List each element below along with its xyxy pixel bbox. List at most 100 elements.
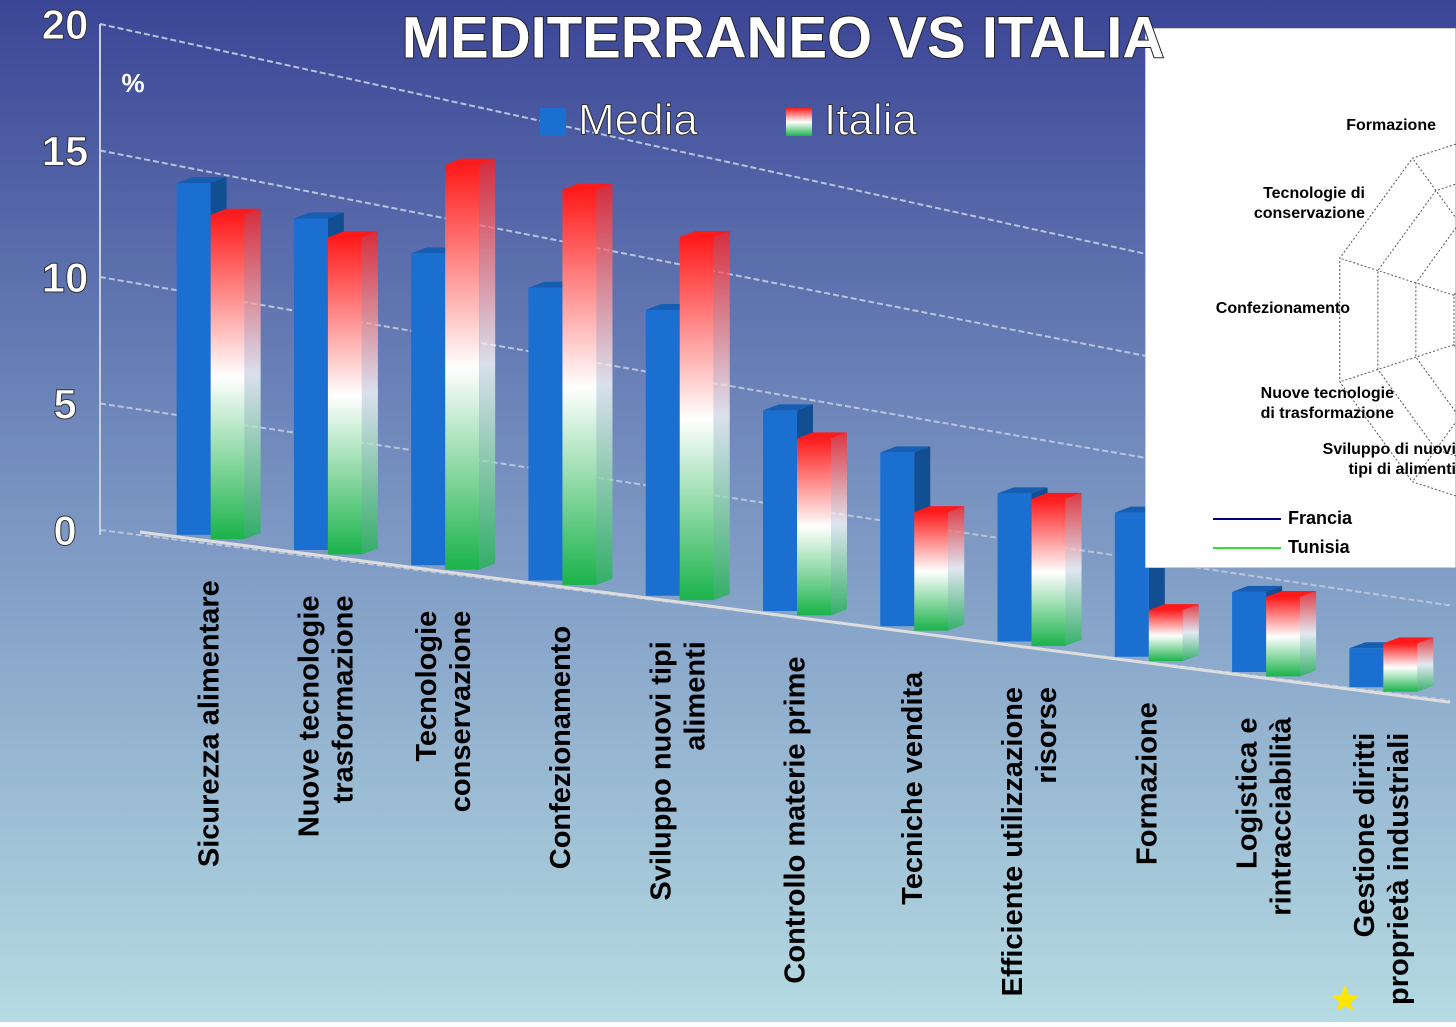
- bar-front: [210, 214, 245, 540]
- bar-front: [1349, 648, 1384, 688]
- bar: [210, 208, 261, 540]
- bar-top: [1266, 590, 1317, 597]
- bar-side: [831, 432, 847, 616]
- legend-label: Italia: [824, 96, 917, 145]
- bar-top: [1148, 604, 1199, 611]
- grid-line: [99, 23, 1451, 322]
- x-tick-label: Efficiente utilizzazione: [997, 687, 1029, 996]
- bar: [797, 432, 847, 616]
- bar-top: [445, 158, 496, 165]
- bar: [679, 231, 730, 601]
- x-tick-label: Tecniche vendita: [897, 671, 929, 905]
- x-tick-label: Nuove tecnologie: [294, 595, 326, 837]
- bar-top: [997, 487, 1048, 494]
- radar-axis-label: di trasformazione: [1261, 405, 1394, 422]
- x-tick-label: Sicurezza alimentare: [193, 580, 225, 867]
- bar: [1266, 590, 1317, 677]
- bar-side: [713, 231, 730, 601]
- x-tick-label: Sviluppo nuovi tipi: [645, 641, 677, 900]
- bar-top: [210, 208, 261, 215]
- radar-spoke: [1339, 257, 1456, 297]
- legend-label: Francia: [1288, 508, 1353, 528]
- x-tick-label: Controllo materie prime: [780, 656, 812, 983]
- bar: [445, 158, 496, 570]
- bar-top: [1031, 492, 1082, 499]
- bar-front: [645, 310, 680, 596]
- legend-label: Media: [578, 96, 698, 145]
- bar-side: [948, 506, 965, 631]
- radar-axis-label: Formazione: [1346, 117, 1436, 134]
- inset-frame: [1145, 28, 1456, 568]
- bar-side: [361, 231, 378, 555]
- bar-side: [1065, 492, 1082, 646]
- y-tick-label: 20: [42, 1, 89, 48]
- y-tick-label: 0: [53, 507, 76, 554]
- x-axis: [139, 530, 1451, 704]
- bar-front: [1383, 643, 1418, 692]
- bar-front: [528, 287, 563, 581]
- legend-label: Tunisia: [1288, 537, 1351, 557]
- x-tick-label: trasformazione: [328, 595, 360, 803]
- bar-front: [1266, 596, 1301, 677]
- bar-front: [562, 189, 597, 585]
- bar-top: [914, 506, 965, 513]
- x-tick-label: proprietà industriali: [1383, 733, 1415, 1005]
- bar-front: [880, 452, 915, 627]
- bar-top: [797, 432, 847, 439]
- radar-ring: [1377, 183, 1456, 457]
- bar-front: [293, 218, 328, 551]
- y-tick-label: 5: [53, 381, 76, 428]
- bar-side: [1182, 604, 1199, 662]
- x-tick-label: risorse: [1031, 687, 1063, 784]
- bar-top: [176, 177, 227, 184]
- radar-inset: Formazione Tecnologie di conservazione Conf…: [1145, 28, 1456, 568]
- x-tick-label: Tecnologie: [411, 611, 443, 762]
- bar-top: [293, 212, 344, 219]
- legend-swatch: [540, 108, 566, 136]
- bar-front: [797, 438, 831, 616]
- bar-front: [1031, 498, 1066, 646]
- bar-front: [327, 237, 362, 555]
- x-tick-label: Logistica e: [1232, 717, 1264, 869]
- radar-axis-label: Sviluppo di nuovi: [1323, 441, 1456, 458]
- bar-front: [914, 512, 949, 631]
- bar: [1031, 492, 1082, 646]
- chart-title: MEDITERRANEO VS ITALIA: [402, 5, 1165, 70]
- bar-side: [1300, 590, 1317, 677]
- x-tick-label: conservazione: [445, 611, 477, 812]
- bar: [1383, 637, 1434, 692]
- radar-axis-label: Nuove tecnologie: [1261, 385, 1394, 402]
- bar-top: [880, 446, 931, 453]
- bar: [914, 506, 965, 631]
- bar-front: [997, 493, 1032, 642]
- bar-front: [176, 183, 211, 535]
- radar-axis-label: tipi di alimenti: [1348, 461, 1456, 478]
- bar-side: [244, 208, 261, 540]
- bar-front: [1114, 512, 1149, 657]
- bar-front: [411, 253, 446, 566]
- bar-top: [679, 231, 730, 238]
- bar-side: [596, 183, 613, 585]
- star: [1332, 985, 1358, 1011]
- x-tick-label: Gestione diritti: [1349, 733, 1381, 938]
- radar-axis-label: Tecnologie di: [1263, 185, 1365, 202]
- x-tick-label: rintracciabilità: [1266, 717, 1298, 916]
- bar: [1148, 604, 1199, 662]
- bar-top: [327, 231, 378, 238]
- bar-front: [445, 164, 480, 570]
- y-axis-label: %: [121, 68, 144, 98]
- x-tick-label: Formazione: [1131, 702, 1163, 865]
- y-tick-label: 10: [42, 254, 89, 301]
- x-tick-label: alimenti: [679, 641, 711, 751]
- bar-side: [1417, 637, 1434, 692]
- legend-swatch: [786, 108, 812, 136]
- x-tick-label: Confezionamento: [545, 626, 577, 869]
- radar-axis-label: conservazione: [1254, 205, 1365, 222]
- bar-top: [562, 183, 613, 190]
- bar-top: [1383, 637, 1434, 644]
- bar-front: [1232, 591, 1267, 672]
- bar-front: [763, 410, 797, 611]
- bar-top: [1232, 585, 1283, 592]
- y-tick-label: 15: [42, 128, 89, 175]
